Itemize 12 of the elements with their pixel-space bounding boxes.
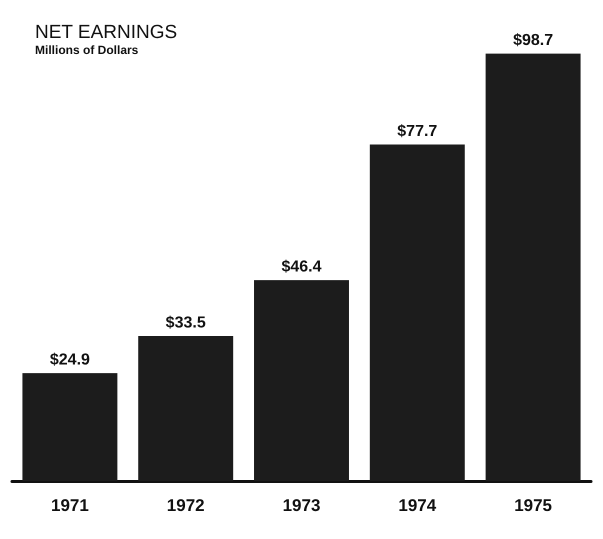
x-tick-label: 1974 (398, 496, 437, 515)
data-label: $98.7 (513, 32, 554, 50)
x-tick-label: 1972 (166, 496, 205, 515)
x-tick-label: 1975 (514, 496, 552, 515)
x-tick-label: 1973 (282, 496, 320, 515)
data-label: $77.7 (397, 123, 438, 140)
data-label: $24.9 (50, 352, 90, 369)
chart-subtitle: Millions of Dollars (35, 43, 139, 57)
data-label: $33.5 (166, 314, 206, 332)
x-tick-label: 1971 (50, 496, 89, 515)
data-label: $46.4 (281, 258, 322, 276)
chart-title: NET EARNINGS (35, 22, 178, 43)
